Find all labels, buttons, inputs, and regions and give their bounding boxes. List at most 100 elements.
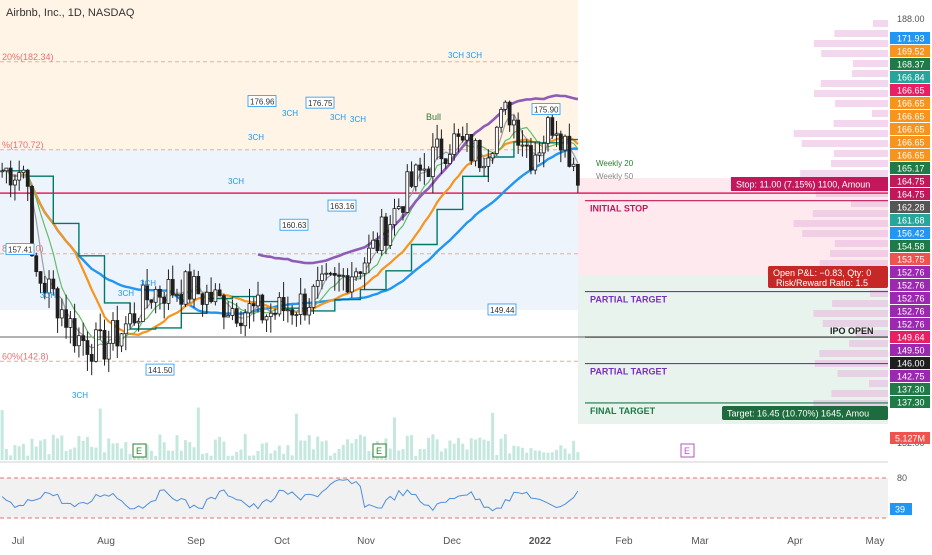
price-tag-bg[interactable]	[890, 110, 930, 122]
candle-body	[469, 134, 474, 162]
volume-bar	[213, 439, 217, 460]
candle-body	[341, 275, 346, 277]
candle-body	[256, 294, 260, 307]
price-tag-bg[interactable]	[890, 383, 930, 395]
price-tag-bg[interactable]	[890, 227, 930, 239]
price-tag-bg[interactable]	[890, 253, 930, 265]
candle-body	[533, 154, 538, 171]
price-tag-bg[interactable]	[890, 266, 930, 278]
price-tag: 153.75	[897, 255, 925, 265]
price-tag: 166.65	[897, 138, 925, 148]
candle-body	[230, 308, 235, 316]
price-tag-bg[interactable]	[890, 396, 930, 408]
weekly-20-label: Weekly 20	[596, 159, 634, 168]
three-candle-label: 3CH	[330, 113, 346, 122]
candle-body	[234, 308, 239, 324]
price-tag-bg[interactable]	[890, 214, 930, 226]
price-annotation: 160.63	[282, 221, 307, 230]
volume-bar	[307, 435, 311, 460]
price-tag-bg[interactable]	[890, 45, 930, 57]
candle-body	[94, 329, 98, 362]
x-tick-label: 2022	[529, 536, 552, 547]
price-tag-bg[interactable]	[890, 305, 930, 317]
candle-body	[42, 282, 47, 294]
candle-body	[187, 271, 192, 300]
volume-bar	[405, 435, 409, 460]
candle-body	[77, 335, 81, 347]
price-tag-bg[interactable]	[890, 357, 930, 369]
volume-bar	[51, 434, 55, 460]
candle-body	[68, 318, 73, 328]
candle-body	[251, 303, 256, 307]
volume-bar	[414, 455, 418, 460]
volume-bar	[209, 455, 213, 460]
price-tag-bg[interactable]	[890, 188, 930, 200]
earnings-marker-aug[interactable]: E	[132, 443, 147, 458]
candle-body	[537, 152, 542, 156]
candle-body	[371, 239, 376, 249]
volume-bar	[567, 453, 571, 460]
price-tag-bg[interactable]	[890, 331, 930, 343]
volume-bar	[184, 440, 188, 460]
earnings-marker-feb[interactable]: E	[680, 443, 695, 458]
candle-body	[200, 293, 205, 305]
volume-bar	[533, 450, 537, 460]
volume-bar	[290, 455, 294, 460]
volume-bar	[90, 446, 94, 460]
candle-body	[311, 285, 316, 308]
volume-bar	[196, 407, 200, 460]
volume-bar	[452, 443, 456, 460]
volume-bar	[128, 453, 132, 460]
candle-body	[183, 271, 188, 305]
price-tag: 171.93	[897, 34, 925, 44]
candle-body	[17, 172, 22, 181]
profile-bar	[855, 330, 888, 337]
volume-bar	[482, 439, 486, 460]
price-tag-bg[interactable]	[890, 58, 930, 70]
weekly-50-line	[257, 94, 579, 265]
volume-bar	[243, 434, 247, 460]
volume-bar	[222, 441, 226, 460]
volume-bar	[107, 438, 111, 460]
candle-body	[170, 279, 175, 296]
candle-body	[558, 133, 563, 151]
price-annotation: 176.96	[250, 98, 275, 107]
price-tag-bg[interactable]	[890, 97, 930, 109]
volume-bar	[503, 434, 507, 460]
price-tag-bg[interactable]	[890, 201, 930, 213]
price-tag-bg[interactable]	[890, 318, 930, 330]
price-tag-bg[interactable]	[890, 292, 930, 304]
candle-body	[460, 136, 465, 141]
candles	[0, 100, 580, 376]
price-tag-bg[interactable]	[890, 344, 930, 356]
price-tag-bg[interactable]	[890, 279, 930, 291]
price-axis[interactable]: 188.00160.00132.00171.93169.52168.37166.…	[890, 14, 930, 448]
price-tag: 161.68	[897, 216, 925, 226]
price-annotations: 176.96 176.75 175.90 163.16 160.63 157.41 149.…	[5, 95, 561, 376]
price-annotation-box	[487, 303, 517, 316]
candle-body	[8, 167, 13, 186]
price-tag-bg[interactable]	[890, 149, 930, 161]
candle-body	[473, 139, 478, 162]
price-tag-bg[interactable]	[890, 370, 930, 382]
price-tag-bg[interactable]	[890, 71, 930, 83]
profile-bar	[851, 70, 888, 77]
price-tag-bg[interactable]	[890, 84, 930, 96]
candle-body	[247, 303, 252, 314]
x-tick-label: Apr	[787, 536, 803, 547]
price-tag-bg[interactable]	[890, 162, 930, 174]
price-tag-bg[interactable]	[890, 123, 930, 135]
price-tag-bg[interactable]	[890, 32, 930, 44]
profile-bar	[793, 220, 888, 227]
price-tag-bg[interactable]	[890, 240, 930, 252]
volume-bar	[422, 449, 426, 460]
earnings-marker-nov[interactable]: E	[372, 443, 387, 458]
volume-bar	[265, 442, 269, 460]
candle-body	[277, 297, 282, 315]
price-annotation: 175.90	[534, 106, 559, 115]
profile-bar	[831, 390, 888, 397]
volume-bar	[269, 453, 273, 460]
price-tag-bg[interactable]	[890, 136, 930, 148]
price-tag-bg[interactable]	[890, 175, 930, 187]
